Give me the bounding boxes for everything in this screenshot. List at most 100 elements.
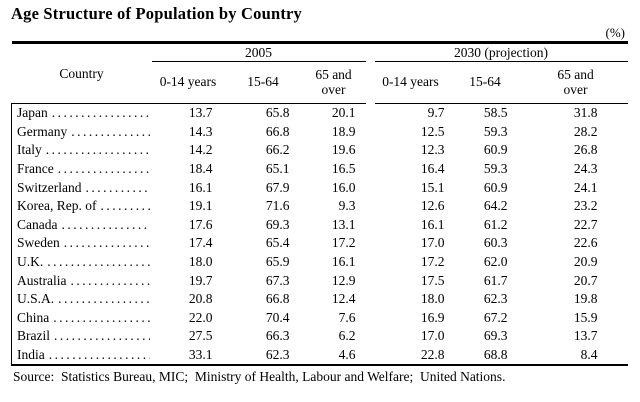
column-gap xyxy=(366,141,375,160)
country-cell: Switzerland xyxy=(11,178,152,197)
country-name: Italy xyxy=(17,142,42,158)
column-header-65-over-2030: 65 and over xyxy=(523,61,628,104)
value-cell: 13.1 xyxy=(331,216,356,232)
value-cell: 16.1 xyxy=(420,216,445,232)
table-row: U.K. 18.0 65.9 16.1 17.2 62.0 20.9 xyxy=(11,252,628,272)
value-cell: 9.3 xyxy=(338,198,356,214)
source-note: Source: Statistics Bureau, MIC; Ministry… xyxy=(13,369,506,385)
value-cell: 16.1 xyxy=(331,254,356,270)
value-cell: 60.9 xyxy=(483,179,508,195)
group-header-row: Country 2005 2030 (projection) xyxy=(11,42,628,104)
column-gap xyxy=(366,271,375,290)
value-cell: 67.2 xyxy=(483,309,508,325)
value-cell: 28.2 xyxy=(573,123,598,139)
value-cell: 19.7 xyxy=(188,272,213,288)
column-header-65-over-2005: 65 and over xyxy=(301,61,366,104)
column-header-15-64-2030: 15-64 xyxy=(446,61,524,104)
column-gap xyxy=(366,160,375,179)
value-cell: 17.6 xyxy=(188,216,213,232)
value-cell: 66.8 xyxy=(265,291,290,307)
sub-header-row: 0-14 years 15-64 65 and over 0-14 years … xyxy=(12,61,628,104)
value-cell: 18.9 xyxy=(331,123,356,139)
country-name: Germany xyxy=(17,123,68,139)
dot-leader xyxy=(61,217,149,233)
column-gap xyxy=(366,123,375,142)
value-cell: 20.1 xyxy=(331,105,356,121)
value-cell: 22.8 xyxy=(420,347,445,363)
value-cell: 24.3 xyxy=(573,161,598,177)
table-row: China 22.0 70.4 7.6 16.9 67.2 15.9 xyxy=(11,308,628,328)
table-row: U.S.A. 20.8 66.8 12.4 18.0 62.3 19.8 xyxy=(11,289,628,309)
value-cell: 26.8 xyxy=(573,142,598,158)
value-cell: 17.4 xyxy=(188,235,213,251)
value-cell: 19.6 xyxy=(331,142,356,158)
dot-leader xyxy=(53,310,149,326)
column-gap xyxy=(366,178,375,197)
dot-leader xyxy=(54,328,150,344)
country-name: Korea, Rep. of xyxy=(17,198,97,214)
value-cell: 16.9 xyxy=(420,309,445,325)
value-cell: 65.1 xyxy=(265,161,290,177)
dot-leader xyxy=(71,273,150,289)
value-cell: 14.2 xyxy=(188,142,213,158)
country-cell: Canada xyxy=(11,215,152,235)
dot-leader xyxy=(85,180,149,196)
column-gap xyxy=(366,309,375,328)
value-cell: 16.5 xyxy=(331,161,356,177)
value-cell: 65.9 xyxy=(265,254,290,270)
group-header-2030: 2030 (projection) xyxy=(374,42,628,62)
value-cell: 9.7 xyxy=(427,105,445,121)
value-cell: 67.9 xyxy=(265,179,290,195)
country-name: India xyxy=(17,347,45,363)
dot-leader xyxy=(58,161,150,177)
value-cell: 12.9 xyxy=(331,272,356,288)
country-cell: France xyxy=(11,159,152,179)
value-cell: 4.6 xyxy=(338,347,356,363)
value-cell: 22.0 xyxy=(188,309,213,325)
value-cell: 66.8 xyxy=(265,123,290,139)
column-header-0-14-2005: 0-14 years xyxy=(151,61,225,104)
value-cell: 19.8 xyxy=(573,291,598,307)
column-gap xyxy=(366,43,375,104)
value-cell: 65.4 xyxy=(265,235,290,251)
table-body: Japan 13.7 65.8 20.1 9.7 58.5 31.8 Germany 14.3 6… xyxy=(11,103,628,366)
country-name: Canada xyxy=(17,216,58,232)
dot-leader xyxy=(64,235,150,251)
value-cell: 60.9 xyxy=(483,142,508,158)
value-cell: 15.1 xyxy=(420,179,445,195)
value-cell: 13.7 xyxy=(573,328,598,344)
value-cell: 13.7 xyxy=(188,105,213,121)
value-cell: 17.2 xyxy=(420,254,445,270)
value-cell: 22.7 xyxy=(573,216,598,232)
value-cell: 18.0 xyxy=(420,291,445,307)
dot-leader xyxy=(49,347,150,363)
value-cell: 64.2 xyxy=(483,198,508,214)
table-row: Brazil 27.5 66.3 6.2 17.0 69.3 13.7 xyxy=(11,327,628,346)
value-cell: 58.5 xyxy=(483,105,508,121)
table-row: Sweden 17.4 65.4 17.2 17.0 60.3 22.6 xyxy=(11,234,628,253)
column-gap xyxy=(366,290,375,309)
value-cell: 23.2 xyxy=(573,198,598,214)
value-cell: 20.8 xyxy=(188,291,213,307)
country-name: Japan xyxy=(17,105,48,121)
value-cell: 70.4 xyxy=(265,309,290,325)
country-cell: Korea, Rep. of xyxy=(11,196,152,216)
dot-leader xyxy=(52,105,150,121)
value-cell: 20.7 xyxy=(573,272,598,288)
value-cell: 17.0 xyxy=(420,235,445,251)
column-gap xyxy=(366,234,375,253)
value-cell: 18.4 xyxy=(188,161,213,177)
country-name: U.K. xyxy=(17,254,44,270)
value-cell: 62.3 xyxy=(265,347,290,363)
column-gap xyxy=(366,346,375,366)
value-cell: 8.4 xyxy=(580,347,598,363)
table-row: Italy 14.2 66.2 19.6 12.3 60.9 26.8 xyxy=(11,141,628,160)
country-name: Sweden xyxy=(17,235,60,251)
value-cell: 71.6 xyxy=(265,198,290,214)
table-row: Canada 17.6 69.3 13.1 16.1 61.2 22.7 xyxy=(11,215,628,235)
country-cell: Sweden xyxy=(11,234,152,253)
value-cell: 65.8 xyxy=(265,105,290,121)
value-cell: 31.8 xyxy=(573,105,598,121)
value-cell: 59.3 xyxy=(483,161,508,177)
country-cell: Japan xyxy=(11,103,152,123)
